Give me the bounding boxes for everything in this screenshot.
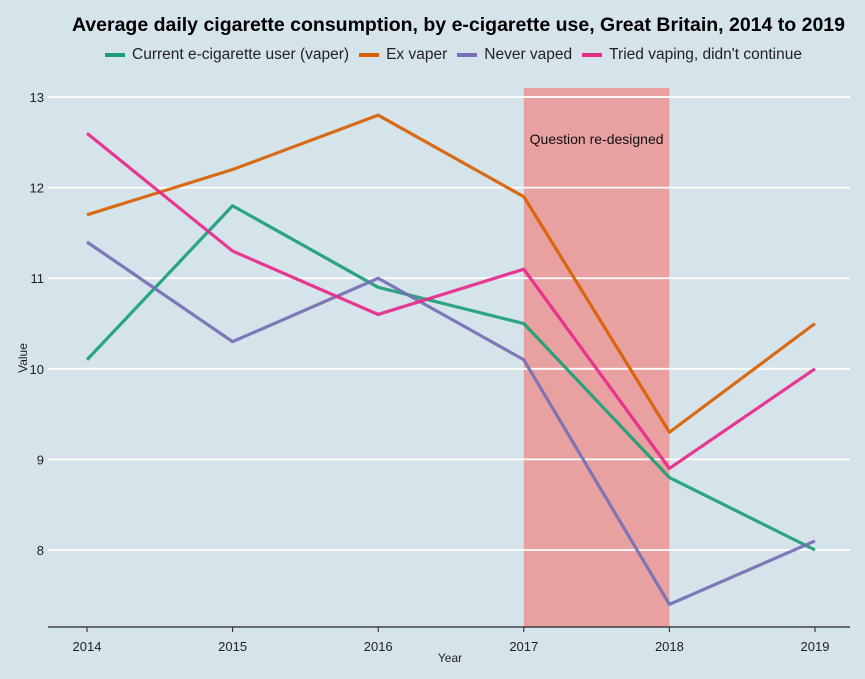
chart-title: Average daily cigarette consumption, by … (71, 14, 845, 36)
x-tick-label: 2014 (73, 639, 102, 654)
series-line (86, 113, 816, 434)
x-axis-title: Year (438, 651, 462, 665)
grid-lines (48, 96, 850, 551)
y-tick-label: 11 (31, 271, 45, 286)
legend-swatch (359, 53, 380, 57)
y-tick-label: 9 (37, 452, 44, 467)
y-tick-label: 12 (30, 181, 44, 196)
legend-item: Tried vaping, didn't continue (582, 46, 802, 64)
legend-swatch (582, 53, 603, 57)
legend: Current e-cigarette user (vaper) Ex vaper… (105, 46, 802, 64)
x-tick-label: 2019 (801, 639, 830, 654)
legend-swatch (105, 53, 125, 57)
y-tick-label: 10 (30, 362, 44, 377)
legend-swatch (457, 53, 478, 57)
legend-label: Ex vaper (386, 46, 448, 63)
x-tick-label: 2015 (218, 639, 247, 654)
series-lines (85, 113, 816, 606)
y-axis-title: Value (16, 343, 30, 373)
legend-label: Current e-cigarette user (vaper) (132, 46, 350, 63)
x-tick-label: 2016 (364, 639, 393, 654)
series-line (86, 240, 816, 606)
x-tick-label: 2017 (509, 639, 538, 654)
series-line (85, 204, 816, 552)
x-tick-label: 2018 (655, 639, 684, 654)
legend-item: Current e-cigarette user (vaper) (105, 46, 349, 64)
axes: 8 9 10 11 12 13 2014 2015 2016 2017 2018 2019 (30, 90, 850, 654)
legend-label: Never vaped (484, 46, 573, 63)
y-tick-label: 13 (30, 90, 44, 105)
legend-item: Ex vaper (359, 46, 447, 64)
annotation-band (523, 88, 670, 627)
legend-label: Tried vaping, didn't continue (609, 46, 802, 63)
legend-item: Never vaped (457, 46, 572, 64)
annotation-band-group: Question re-designed (523, 88, 670, 627)
annotation-label: Question re-designed (530, 131, 664, 147)
series-line (85, 132, 816, 471)
y-tick-label: 8 (37, 543, 44, 558)
